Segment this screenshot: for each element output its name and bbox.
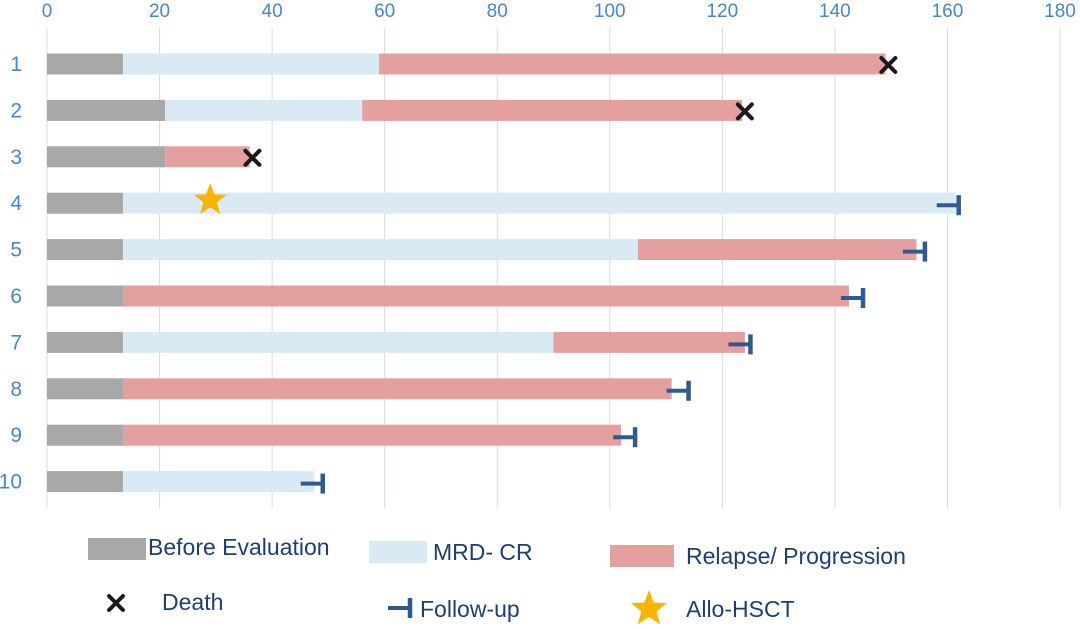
bar-segment-row7-series2 (553, 331, 745, 353)
y-tick-label-3: 3 (10, 146, 22, 169)
y-tick-label-5: 5 (10, 239, 22, 262)
legend-item-5: Allo-HSCT (630, 590, 795, 625)
follow-up-marker-row10 (300, 473, 326, 494)
x-tick-label-160: 160 (932, 1, 964, 22)
bar-segment-row8-series2 (122, 378, 672, 400)
bar-segment-row6-series2 (122, 285, 849, 307)
y-tick-label-7: 7 (10, 331, 22, 354)
death-marker-row1 (879, 56, 898, 74)
y-tick-labels: 1 2 3 4 5 6 7 8 9 10 (0, 53, 22, 494)
x-tick-label-120: 120 (706, 1, 738, 22)
x-tick-label-60: 60 (374, 1, 395, 22)
bar-segment-row8-series0 (47, 378, 123, 400)
bar-segment-row10-series0 (47, 471, 123, 493)
y-tick-label-1: 1 (10, 53, 22, 76)
follow-up-marker-row7 (728, 334, 753, 355)
bar-segment-row2-series1 (165, 99, 363, 121)
legend-label-5: Allo-HSCT (686, 596, 795, 622)
x-tick-label-40: 40 (262, 1, 283, 22)
bar-segment-row5-series1 (122, 239, 638, 261)
legend-swatch-1 (369, 541, 427, 563)
bar-segments (47, 53, 956, 493)
follow-up-marker-row6 (841, 288, 866, 308)
death-marker-row2 (735, 102, 754, 121)
x-tick-labels: 0 20 40 60 80 100 120 140 160 180 (42, 1, 1076, 22)
y-tick-label-2: 2 (10, 99, 22, 122)
legend-label-4: Follow-up (420, 596, 520, 622)
cross-icon (107, 594, 125, 612)
bar-segment-row4-series1 (122, 192, 956, 214)
legend-item-2: Relapse/ Progression (610, 543, 906, 569)
y-tick-label-10: 10 (0, 471, 22, 494)
follow-up-marker-row9 (613, 427, 638, 448)
event-markers (194, 56, 961, 494)
legend-label-0: Before Evaluation (148, 534, 330, 560)
legend-item-4: Follow-up (388, 596, 520, 622)
follow-up-bracket-icon (388, 598, 413, 618)
bar-segment-row1-series2 (379, 53, 886, 75)
y-tick-label-4: 4 (10, 192, 22, 215)
follow-up-marker-row5 (902, 241, 928, 262)
x-tick-label-180: 180 (1044, 1, 1076, 22)
legend-label-1: MRD- CR (433, 539, 533, 565)
bar-segment-row4-series0 (47, 192, 123, 214)
bar-segment-row2-series0 (47, 99, 166, 121)
follow-up-marker-row8 (666, 380, 691, 401)
bar-segment-row7-series1 (122, 331, 554, 353)
legend-swatch-2 (610, 545, 674, 567)
legend-item-3: Death (107, 589, 223, 615)
legend-item-0: Before Evaluation (88, 534, 330, 560)
death-marker-row3 (243, 148, 262, 167)
legend-label-3: Death (162, 589, 223, 615)
x-tick-label-140: 140 (819, 1, 851, 22)
legend: Before Evaluation MRD- CR Relapse/ Progres… (88, 534, 906, 625)
follow-up-marker-row4 (936, 195, 961, 216)
y-tick-label-8: 8 (10, 378, 22, 401)
bar-segment-row3-series0 (47, 146, 166, 168)
bar-segment-row2-series2 (362, 99, 743, 121)
bar-segment-row7-series0 (47, 331, 123, 353)
y-tick-label-9: 9 (10, 424, 22, 447)
star-icon (630, 590, 668, 625)
y-tick-label-6: 6 (10, 285, 22, 308)
bar-segment-row3-series2 (165, 146, 250, 168)
x-tick-label-0: 0 (42, 1, 53, 22)
bar-segment-row1-series1 (122, 53, 380, 75)
legend-item-1: MRD- CR (369, 539, 533, 565)
bar-segment-row5-series2 (637, 239, 917, 261)
bar-segment-row6-series0 (47, 285, 123, 307)
x-tick-label-100: 100 (594, 1, 626, 22)
allo-hsct-marker-row4 (194, 183, 227, 214)
bar-segment-row9-series2 (122, 424, 622, 446)
x-tick-label-20: 20 (149, 1, 170, 22)
bar-segment-row9-series0 (47, 424, 123, 446)
bar-segment-row1-series0 (47, 53, 123, 75)
x-tick-label-80: 80 (487, 1, 508, 22)
legend-label-2: Relapse/ Progression (686, 543, 906, 569)
bar-segment-row10-series1 (122, 471, 315, 493)
bar-segment-row5-series0 (47, 239, 123, 261)
legend-swatch-0 (88, 538, 146, 560)
